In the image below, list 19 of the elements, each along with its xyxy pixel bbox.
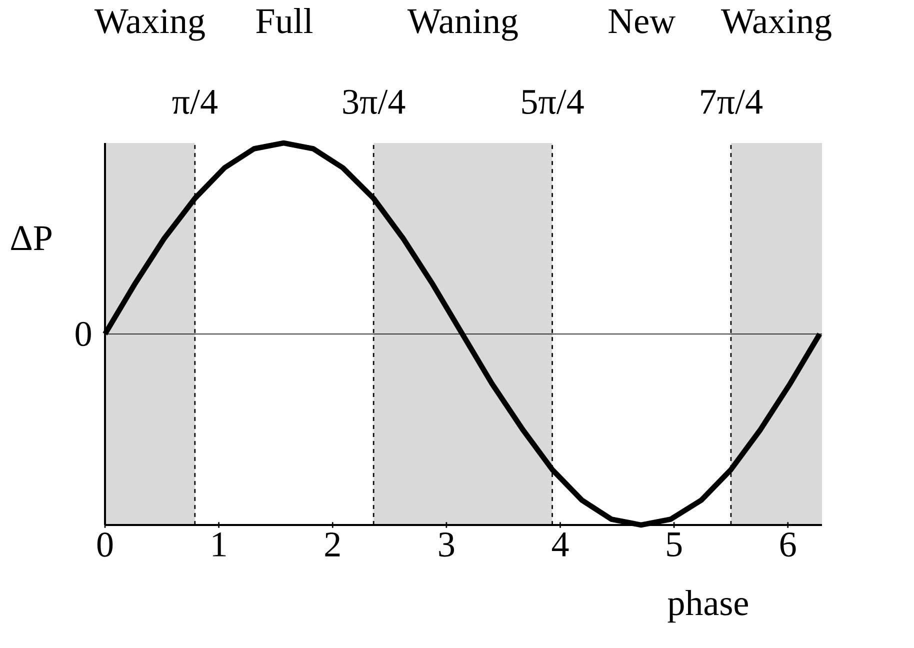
- text: New: [608, 9, 676, 34]
- ref-line-label: π/4: [172, 90, 218, 114]
- ref-line-label: 7π/4: [701, 90, 762, 114]
- band-label: Waning: [407, 9, 518, 41]
- ref-line-label: 3π/4: [343, 90, 406, 114]
- band-label: Waxing: [720, 9, 832, 41]
- band-label: Waxing: [94, 9, 205, 41]
- x-tick-label: 4: [552, 532, 569, 556]
- x-tick-label: 3: [439, 532, 454, 557]
- x-tick-label: 0: [97, 532, 113, 557]
- ref-line-label: 0: [76, 322, 91, 346]
- ref-line-label: 5π/4: [522, 90, 584, 114]
- x-tick-label: 2: [325, 532, 340, 556]
- y-axis-title: ΔP: [11, 226, 52, 250]
- x-tick-label: 5: [667, 532, 682, 556]
- x-axis-title: phase: [668, 590, 748, 623]
- x-tick-label: 1: [212, 532, 226, 556]
- x-tick-label: 6: [780, 532, 796, 557]
- text: Full: [256, 8, 313, 34]
